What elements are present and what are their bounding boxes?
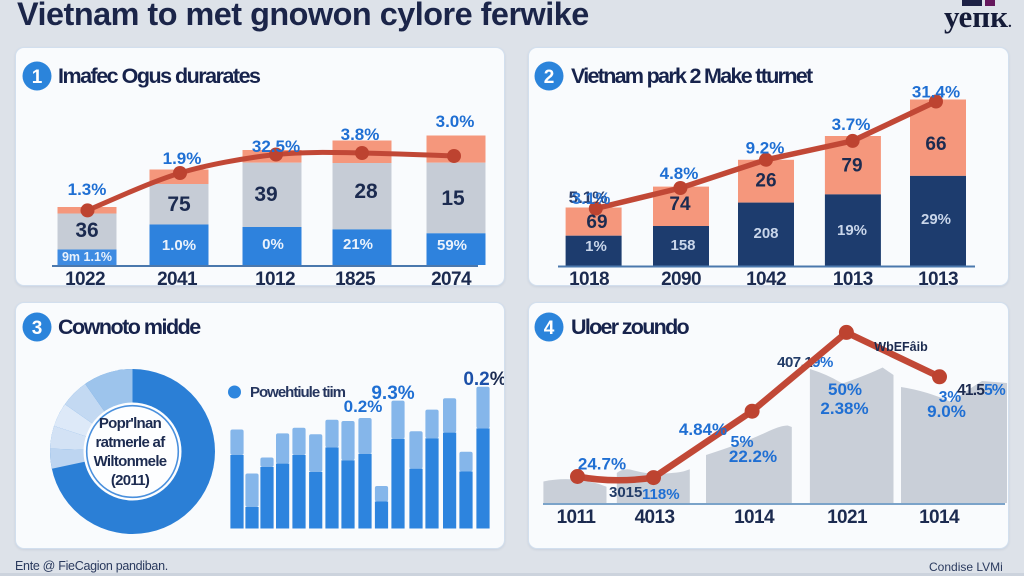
svg-text:4.84%: 4.84% [679, 420, 727, 439]
svg-text:0.2%: 0.2% [463, 369, 504, 390]
svg-text:Uloer zoundo: Uloer zoundo [571, 315, 690, 339]
svg-text:2041: 2041 [157, 269, 198, 285]
svg-text:3.0%: 3.0% [436, 112, 475, 131]
svg-text:0.2%: 0.2% [344, 397, 383, 416]
svg-text:118%: 118% [642, 486, 680, 503]
svg-text:158: 158 [670, 237, 695, 254]
svg-text:Powehtiule tiim: Powehtiule tiim [250, 384, 346, 401]
svg-text:Vietnam park 2 Make tturnet: Vietnam park 2 Make tturnet [571, 64, 813, 88]
svg-text:1.9%: 1.9% [163, 149, 202, 168]
svg-text:2: 2 [544, 67, 555, 88]
svg-text:3.1%: 3.1% [572, 189, 611, 208]
svg-text:4013: 4013 [635, 507, 675, 528]
svg-text:(2011): (2011) [111, 472, 150, 489]
svg-text:Cownoto midde: Cownoto midde [58, 315, 201, 339]
svg-text:9.3%: 9.3% [371, 383, 414, 404]
svg-text:74: 74 [669, 194, 691, 215]
svg-text:9m 1.1%: 9m 1.1% [62, 250, 112, 264]
svg-text:36: 36 [75, 219, 98, 242]
svg-text:4.8%: 4.8% [660, 164, 699, 183]
svg-text:Popr'lnan: Popr'lnan [99, 415, 162, 432]
svg-text:39: 39 [254, 183, 277, 206]
svg-text:29%: 29% [921, 211, 951, 228]
svg-text:69: 69 [586, 212, 607, 233]
svg-text:3015: 3015 [609, 484, 642, 501]
svg-text:3%: 3% [939, 389, 962, 406]
svg-text:Wiltonmele: Wiltonmele [94, 453, 167, 470]
svg-text:26: 26 [755, 171, 776, 192]
svg-text:3: 3 [32, 318, 43, 339]
svg-text:9.2%: 9.2% [746, 139, 785, 158]
svg-text:208: 208 [753, 225, 778, 242]
svg-text:59%: 59% [437, 237, 467, 254]
svg-text:24.7%: 24.7% [578, 455, 626, 474]
svg-text:3.7%: 3.7% [832, 115, 871, 134]
svg-text:1022: 1022 [65, 269, 105, 285]
svg-text:19%: 19% [837, 222, 867, 239]
svg-text:2074: 2074 [431, 269, 472, 285]
svg-text:ratmerle af: ratmerle af [95, 434, 166, 451]
svg-text:32.5%: 32.5% [252, 137, 300, 156]
svg-text:2.38%: 2.38% [820, 399, 868, 418]
svg-text:WbEFâib: WbEFâib [874, 340, 928, 354]
svg-text:1013: 1013 [833, 269, 873, 285]
svg-text:1018: 1018 [569, 269, 609, 285]
svg-text:66: 66 [925, 134, 946, 155]
svg-text:9.0%: 9.0% [927, 402, 966, 421]
svg-text:1012: 1012 [255, 269, 295, 285]
svg-text:1.3%: 1.3% [68, 180, 107, 199]
svg-text:50%: 50% [828, 380, 862, 399]
svg-text:31.4%: 31.4% [912, 83, 960, 102]
svg-text:21%: 21% [343, 236, 373, 253]
svg-text:1013: 1013 [918, 269, 958, 285]
svg-text:79: 79 [841, 155, 862, 176]
svg-text:75: 75 [167, 193, 191, 216]
svg-text:3.8%: 3.8% [341, 125, 380, 144]
svg-text:1021: 1021 [827, 507, 868, 528]
svg-text:2090: 2090 [661, 269, 701, 285]
svg-text:Imafec Ogus durarates: Imafec Ogus durarates [58, 64, 261, 88]
svg-text:28: 28 [354, 180, 378, 203]
svg-text:1.0%: 1.0% [162, 237, 196, 254]
svg-text:1825: 1825 [335, 269, 376, 285]
svg-text:1011: 1011 [557, 507, 597, 528]
svg-text:15: 15 [441, 187, 465, 210]
svg-text:1014: 1014 [919, 507, 960, 528]
svg-text:1014: 1014 [734, 507, 775, 528]
svg-text:22.2%: 22.2% [729, 447, 777, 466]
svg-text:41.55%: 41.55% [957, 382, 1006, 399]
svg-text:0%: 0% [262, 236, 284, 253]
svg-text:5.1%: 5.1% [569, 188, 608, 207]
svg-text:1%: 1% [585, 238, 607, 255]
svg-text:1042: 1042 [746, 269, 786, 285]
svg-text:5%: 5% [730, 434, 753, 451]
svg-text:1: 1 [32, 67, 43, 88]
svg-text:4: 4 [544, 318, 555, 339]
